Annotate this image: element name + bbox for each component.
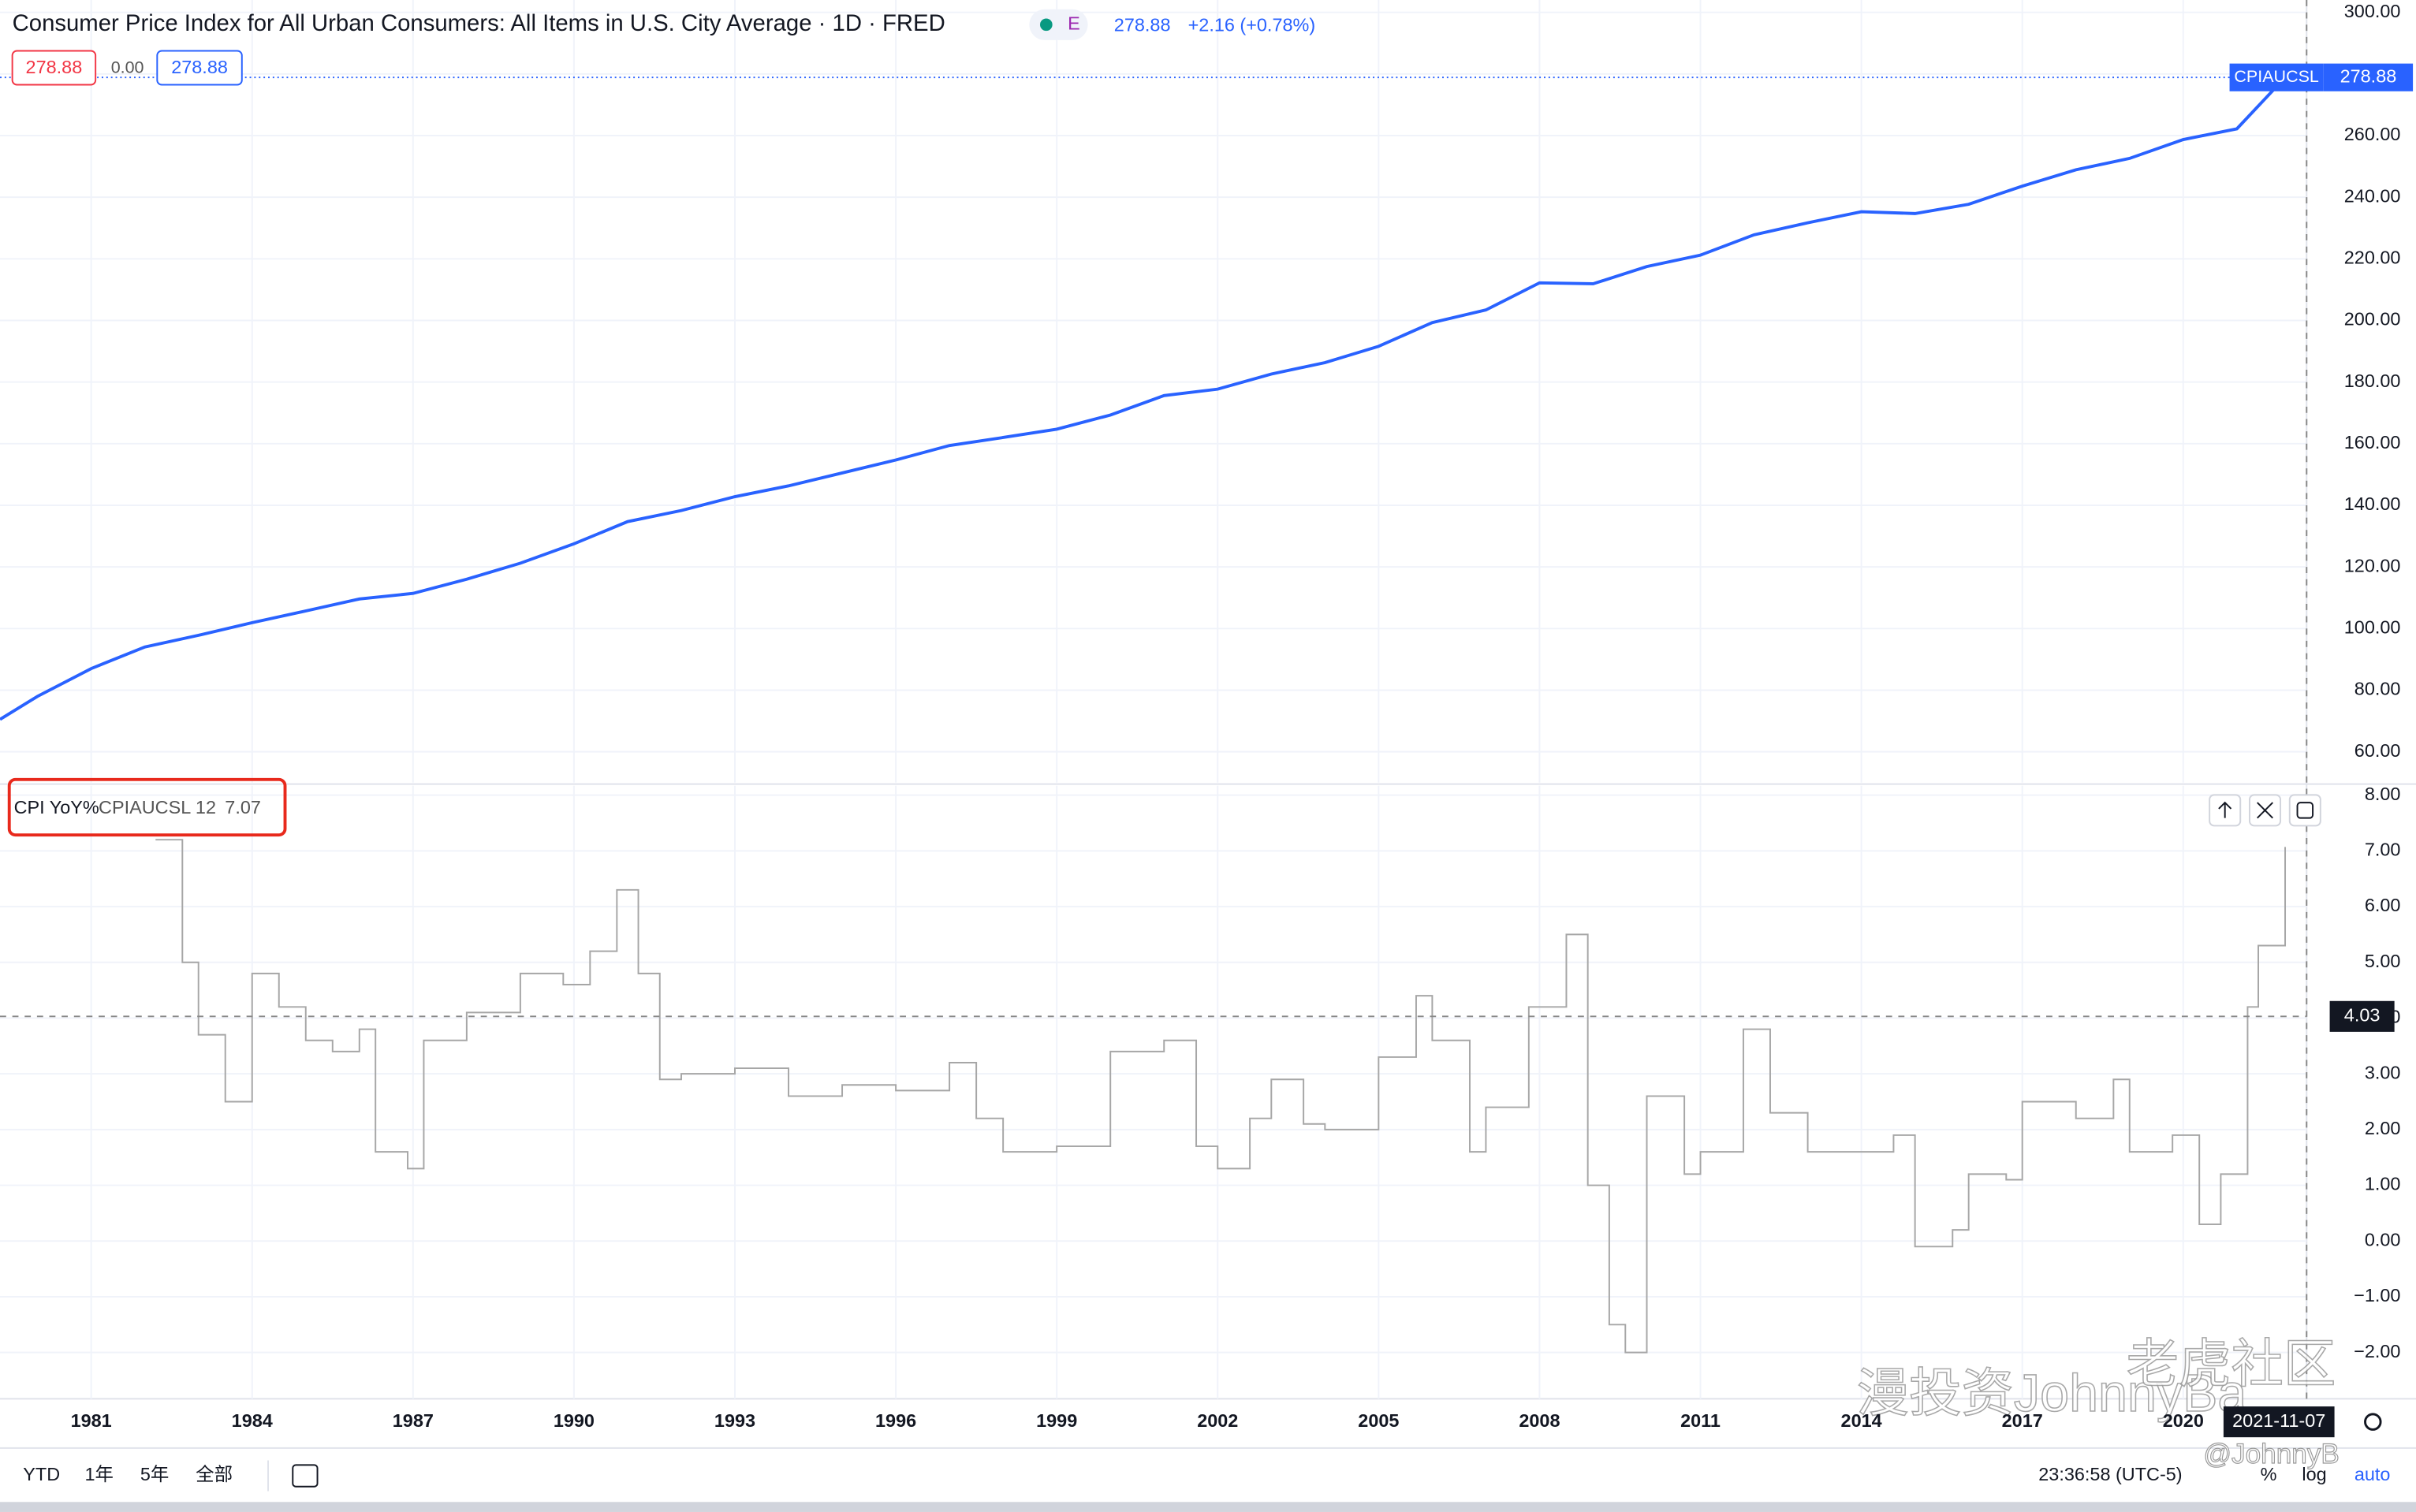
log-toggle[interactable]: log xyxy=(2302,1464,2326,1484)
series-tag-text: CPIAUCSL xyxy=(2234,67,2319,86)
date-tag-text: 2021-11-07 xyxy=(2232,1410,2325,1431)
y-tick-label: 80.00 xyxy=(2354,679,2401,699)
watermark-brand: 漫投资JohnnyBa xyxy=(1857,1365,2247,1423)
price-tag xyxy=(2323,63,2414,91)
status-dot xyxy=(1040,18,1053,32)
x-tick-label: 2011 xyxy=(1680,1410,1721,1431)
y-tick-label: −1.00 xyxy=(2354,1285,2400,1305)
x-tick-label: 1984 xyxy=(232,1410,273,1431)
y-tick-label: 160.00 xyxy=(2344,432,2401,452)
x-tick-label: 1987 xyxy=(393,1410,434,1431)
change: +2.16 (+0.78%) xyxy=(1188,14,1316,35)
close-icon xyxy=(2257,802,2273,819)
series-tag xyxy=(2229,63,2324,91)
crosshair-tag-text: 4.03 xyxy=(2344,1005,2381,1026)
maximize-button[interactable] xyxy=(2288,794,2321,827)
legend-highlight xyxy=(7,777,287,837)
arrow-icon xyxy=(2218,801,2232,818)
auto-toggle[interactable]: auto xyxy=(2354,1464,2391,1484)
price: 278.88 xyxy=(1114,14,1171,35)
y-tick-label: 120.00 xyxy=(2344,555,2401,575)
range-button[interactable]: 全部 xyxy=(196,1464,233,1484)
marks xyxy=(0,0,2308,1399)
watermark-site: 老虎社区 xyxy=(2127,1335,2336,1394)
goto-date-icon[interactable] xyxy=(292,1464,319,1488)
y-tick-label: 7.00 xyxy=(2365,840,2401,860)
y-tick-label: 260.00 xyxy=(2344,124,2401,144)
price-tag-text: 278.88 xyxy=(2340,65,2397,86)
y-tick-label: 5.00 xyxy=(2365,951,2401,971)
x-tick-label: 1993 xyxy=(714,1410,755,1431)
y-tick-label: 140.00 xyxy=(2344,493,2401,514)
y-tick-label: 8.00 xyxy=(2365,784,2401,804)
x-tick-label: 2008 xyxy=(1519,1410,1560,1431)
y-tick-label: 1.00 xyxy=(2365,1174,2401,1194)
y-tick-label: 0.00 xyxy=(2365,1229,2401,1249)
yoy-step-line xyxy=(155,839,2287,1354)
crosshair-tag xyxy=(2329,1000,2395,1032)
badge-bg xyxy=(1029,9,1088,40)
indicator-title: CPI YoY% xyxy=(14,797,99,817)
pane-buttons[interactable] xyxy=(2209,794,2321,827)
badge: E xyxy=(1068,13,1080,33)
range-button[interactable]: 1年 xyxy=(84,1464,113,1484)
scrollbar xyxy=(0,1502,2416,1512)
x-tick-label: 1990 xyxy=(554,1410,595,1431)
x-tick-label: 1996 xyxy=(875,1410,916,1431)
box-high xyxy=(156,50,243,86)
y-tick-label: 100.00 xyxy=(2344,616,2401,637)
date-tag xyxy=(2223,1406,2335,1438)
title: Consumer Price Index for All Urban Consu… xyxy=(13,10,945,36)
indicator-params: CPIAUCSL 12 xyxy=(99,797,216,817)
y-tick-label: 180.00 xyxy=(2344,371,2401,391)
y-tick-label: 200.00 xyxy=(2344,309,2401,330)
percent-toggle[interactable]: % xyxy=(2261,1464,2277,1484)
x-tick-label: 1999 xyxy=(1036,1410,1077,1431)
x-tick-label: 2005 xyxy=(1358,1410,1399,1431)
x-tick-label: 1981 xyxy=(71,1410,112,1431)
clock: 23:36:58 (UTC-5) xyxy=(2038,1464,2182,1484)
y-tick-label: 220.00 xyxy=(2344,248,2401,268)
y-tick-label: −2.00 xyxy=(2354,1341,2400,1361)
range-button[interactable]: 5年 xyxy=(140,1464,169,1484)
y-tick-label: 6.00 xyxy=(2365,895,2401,915)
x-tick-label: 2020 xyxy=(2163,1410,2204,1431)
y-tick-label: 2.00 xyxy=(2365,1118,2401,1138)
range-button[interactable]: YTD xyxy=(23,1464,60,1484)
x-tick-label: 2002 xyxy=(1197,1410,1238,1431)
y-tick-label: 240.00 xyxy=(2344,185,2401,206)
box-low-text: 278.88 xyxy=(26,57,83,77)
maximize-icon xyxy=(2296,802,2314,819)
watermark-handle: @JohnnyB xyxy=(2203,1439,2340,1469)
indicator-value: 7.07 xyxy=(225,797,261,817)
y-tick-label: 60.00 xyxy=(2354,740,2401,761)
y-tick-label: 3.00 xyxy=(2365,1062,2401,1082)
y-tick-label: 300.00 xyxy=(2344,1,2401,21)
x-tick-label: 2014 xyxy=(1841,1410,1882,1431)
box-mid-text: 0.00 xyxy=(111,58,144,77)
box-low xyxy=(11,50,97,86)
settings-icon[interactable] xyxy=(2364,1413,2382,1431)
cpi-line xyxy=(0,76,2287,721)
box-high-text: 278.88 xyxy=(171,57,228,77)
grid xyxy=(0,0,2307,1399)
x-tick-label: 2017 xyxy=(2002,1410,2043,1431)
